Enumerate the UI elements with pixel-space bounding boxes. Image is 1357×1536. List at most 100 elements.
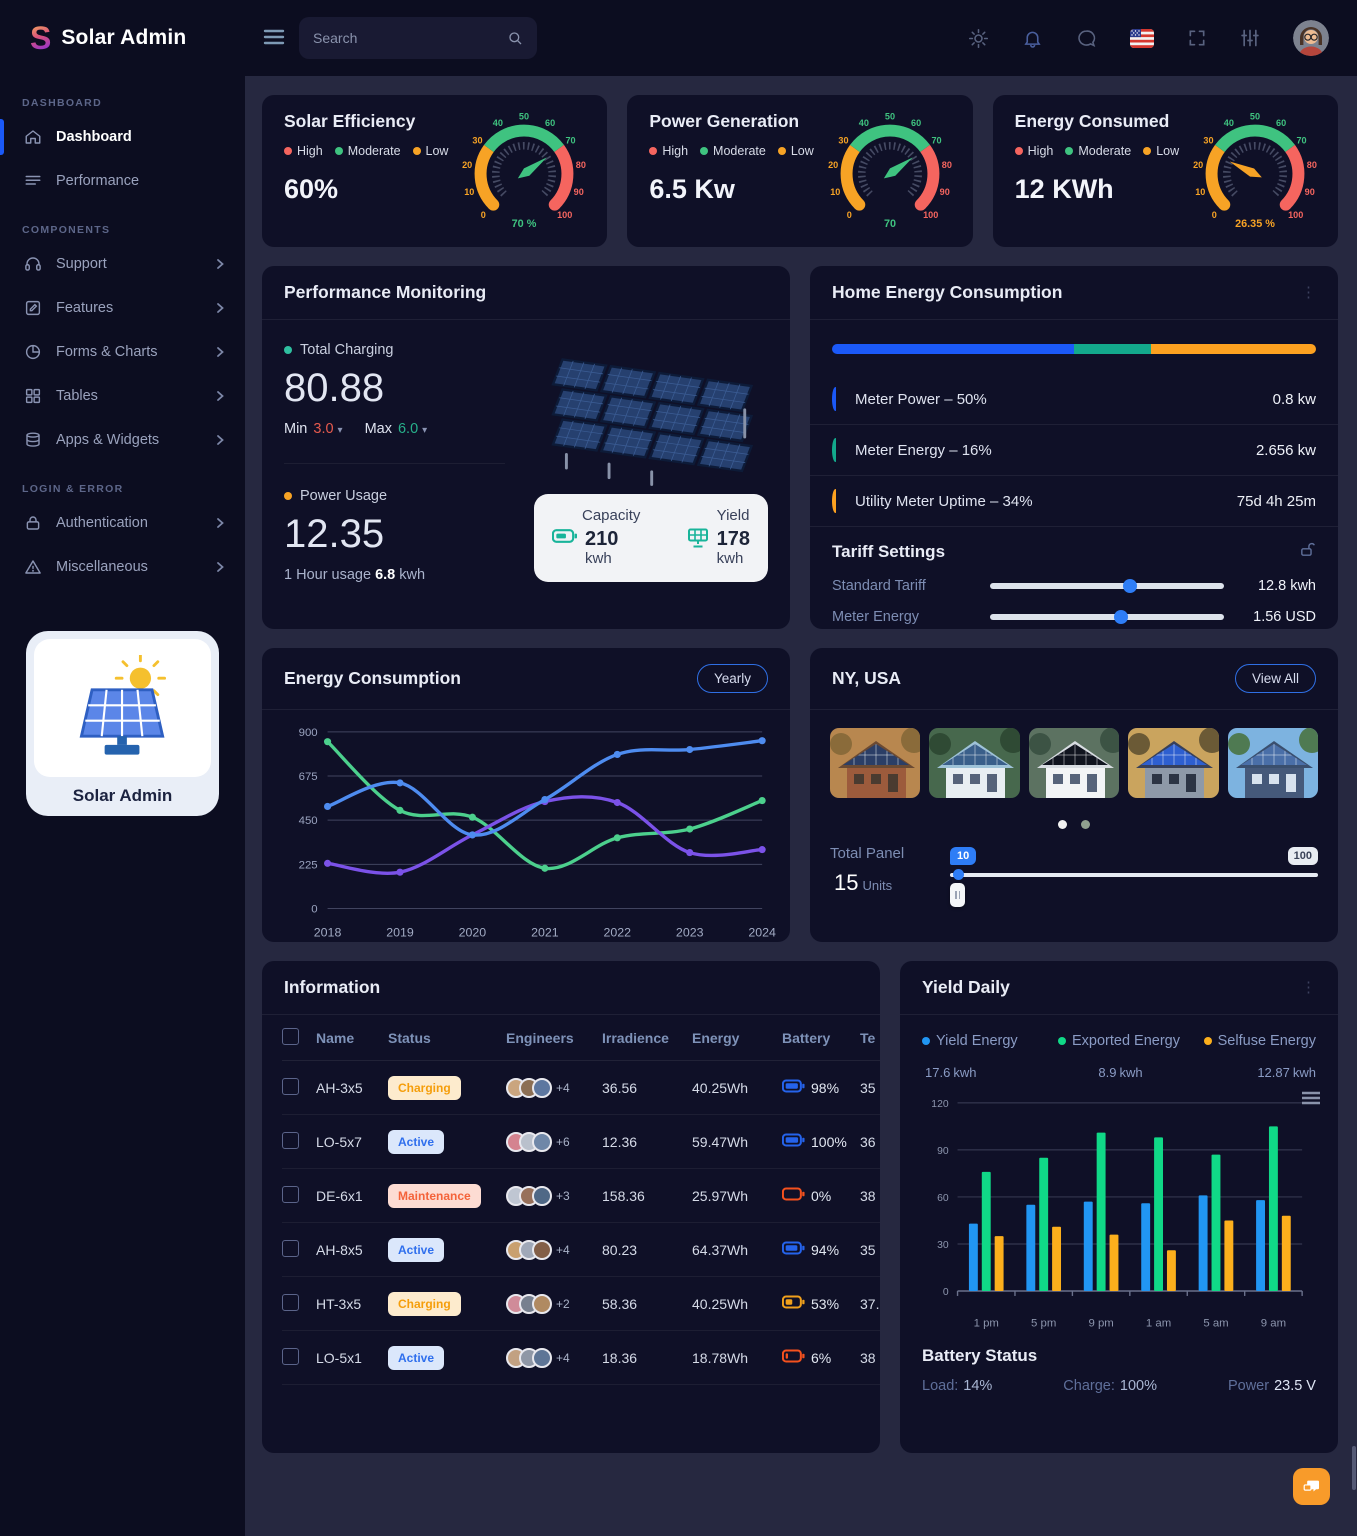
house-photo-3[interactable] [1028, 728, 1120, 798]
performance-monitoring-card: Performance Monitoring Total Charging 80… [262, 266, 790, 629]
table-row-ah-8x5[interactable]: AH-8x5 Active +4 80.23 64.37Wh 94% 35 [282, 1223, 880, 1277]
sidebar-item-authentication[interactable]: Authentication [0, 501, 245, 545]
svg-text:70 %: 70 % [512, 218, 537, 230]
chevron-right-icon [216, 346, 225, 358]
energy-stacked-bar [832, 344, 1316, 354]
sidebar-item-apps-widgets[interactable]: Apps & Widgets [0, 418, 245, 462]
table-row-lo-5x7[interactable]: LO-5x7 Active +6 12.36 59.47Wh 100% 36 [282, 1115, 880, 1169]
cell-temp: 38 [860, 1349, 876, 1366]
stack-icon [24, 431, 42, 449]
sidebar-item-dashboard[interactable]: Dashboard [0, 115, 245, 159]
svg-text:90: 90 [1305, 187, 1315, 197]
card-title: Energy Consumption [284, 668, 461, 688]
row-checkbox[interactable] [282, 1239, 299, 1257]
svg-text:0: 0 [1212, 210, 1217, 220]
carousel-dot-active[interactable] [1058, 820, 1067, 829]
view-all-button[interactable]: View All [1234, 664, 1316, 693]
fullscreen-icon[interactable] [1187, 28, 1207, 48]
svg-text:70: 70 [931, 135, 941, 145]
house-photo-1[interactable] [830, 728, 921, 798]
cell-irradience: 58.36 [602, 1295, 638, 1312]
legend-item-moderate: Moderate [1065, 144, 1131, 158]
legend-item-high: High [1014, 144, 1053, 158]
sidebar-section-heading: COMPONENTS [22, 224, 111, 236]
page-scrollbar[interactable] [1351, 76, 1356, 1536]
svg-text:2022: 2022 [603, 925, 631, 939]
chat-fab-button[interactable] [1293, 1468, 1330, 1505]
selfuse-energy-legend: Selfuse Energy 12.87 kwh [1185, 1033, 1316, 1083]
sidebar-item-forms-charts[interactable]: Forms & Charts [0, 330, 245, 374]
svg-text:0: 0 [943, 1287, 949, 1298]
slider-handle[interactable] [950, 883, 965, 907]
chart-menu-icon[interactable] [1302, 1091, 1320, 1108]
row-checkbox[interactable] [282, 1131, 299, 1149]
slider-track[interactable] [950, 873, 1318, 877]
cell-name: LO-5x7 [316, 1133, 362, 1150]
row-checkbox[interactable] [282, 1077, 299, 1095]
svg-text:9 am: 9 am [1261, 1318, 1286, 1330]
language-flag-icon[interactable] [1130, 28, 1154, 48]
svg-text:70: 70 [1297, 135, 1307, 145]
sidebar-item-performance[interactable]: Performance [0, 159, 245, 203]
capacity-yield-card: Capacity 210 kwh Yield 178 kwh [534, 494, 768, 583]
tariff-slider[interactable] [990, 579, 1224, 593]
house-photo-5[interactable] [1227, 728, 1319, 798]
sidebar-item-tables[interactable]: Tables [0, 374, 245, 418]
sidebar-section-heading: DASHBOARD [22, 97, 102, 109]
sidebar-item-support[interactable]: Support [0, 242, 245, 286]
notifications-bell-icon[interactable] [1022, 28, 1043, 49]
row-checkbox[interactable] [282, 1293, 299, 1311]
information-card: Information Name Status Engineers Irradienc… [262, 961, 880, 1453]
chevron-down-icon: ▾ [422, 425, 428, 436]
sidebar-item-miscellaneous[interactable]: Miscellaneous [0, 545, 245, 589]
row-checkbox[interactable] [282, 1185, 299, 1203]
battery-power: Power 23.5 V [1227, 1377, 1316, 1394]
cell-irradience: 36.56 [602, 1079, 638, 1096]
table-row-ah-3x5[interactable]: AH-3x5 Charging +4 36.56 40.25Wh 98% 35 [282, 1061, 880, 1115]
kebab-menu-icon[interactable]: ⋮ [1301, 283, 1316, 301]
grid-icon [24, 387, 42, 405]
user-avatar[interactable] [1293, 20, 1329, 56]
row-checkbox[interactable] [282, 1347, 299, 1365]
search-box[interactable] [299, 17, 537, 59]
stat-label: Capacity [582, 507, 641, 525]
svg-text:0: 0 [481, 210, 486, 220]
panel-range-slider[interactable]: 10 100 [950, 847, 1318, 907]
messages-chat-icon[interactable] [1076, 28, 1097, 49]
select-all-checkbox[interactable] [282, 1027, 299, 1045]
slider-thumb[interactable] [953, 869, 964, 880]
theme-toggle-sun-icon[interactable] [968, 28, 989, 49]
settings-sliders-icon[interactable] [1240, 28, 1260, 48]
legend-item-moderate: Moderate [700, 144, 766, 158]
table-row-de-6x1[interactable]: DE-6x1 Maintenance +3 158.36 25.97Wh 0% … [282, 1169, 880, 1223]
menu-toggle-button[interactable] [263, 28, 285, 49]
tariff-slider[interactable] [990, 610, 1224, 624]
meter-label: Meter Energy – 16% [855, 441, 992, 459]
cell-name: AH-3x5 [316, 1079, 363, 1096]
carousel-dot[interactable] [1081, 820, 1090, 829]
search-icon[interactable] [507, 30, 523, 46]
svg-text:20: 20 [1193, 160, 1203, 170]
yield-energy-legend: Yield Energy 17.6 kwh [922, 1033, 1053, 1083]
kebab-menu-icon[interactable]: ⋮ [1301, 978, 1316, 996]
tariff-label: Meter Energy [832, 609, 920, 625]
svg-text:20: 20 [463, 160, 473, 170]
battery-icon [781, 1349, 805, 1366]
svg-text:30: 30 [838, 135, 848, 145]
battery-status: Battery Status Load: 14% Charge: 100% Powe… [900, 1340, 1338, 1394]
max-select[interactable]: Max 6.0 ▾ [364, 421, 428, 437]
min-select[interactable]: Min 3.0 ▾ [284, 421, 343, 437]
search-input[interactable] [313, 30, 507, 46]
carousel-dots [810, 820, 1338, 829]
legend-item-high: High [284, 144, 323, 158]
table-row-ht-3x5[interactable]: HT-3x5 Charging +2 58.36 40.25Wh 53% 37. [282, 1277, 880, 1331]
house-photo-4[interactable] [1128, 728, 1219, 798]
yearly-button[interactable]: Yearly [696, 664, 768, 693]
table-row-lo-5x1[interactable]: LO-5x1 Active +4 18.36 18.78Wh 6% 38 [282, 1331, 880, 1385]
bar-segment [832, 344, 1074, 354]
sidebar-brand-card: Solar Admin [26, 631, 219, 816]
house-photo-2[interactable] [929, 728, 1020, 798]
chevron-right-icon [216, 517, 225, 529]
sidebar-item-features[interactable]: Features [0, 286, 245, 330]
unlock-icon[interactable] [1299, 541, 1316, 563]
